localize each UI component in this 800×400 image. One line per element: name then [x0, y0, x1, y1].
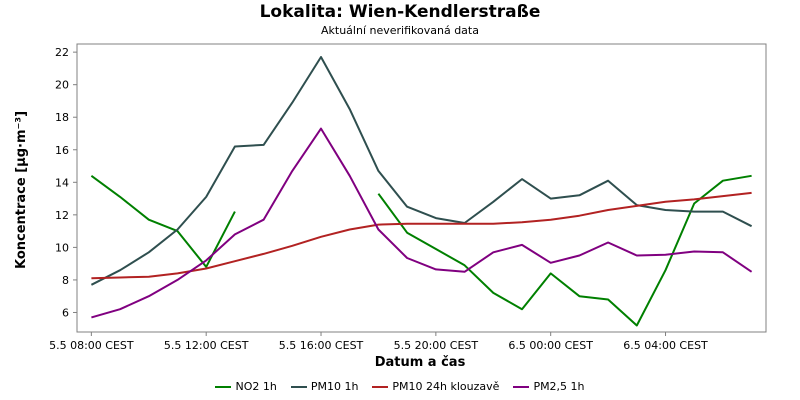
y-axis-label: Koncentrace [µg·m⁻³] [14, 111, 29, 269]
legend-label: PM10 24h klouzavě [392, 380, 500, 393]
legend-item: PM10 24h klouzavě [372, 380, 499, 393]
x-axis-label: Datum a čas [375, 355, 466, 370]
legend-swatch [372, 385, 389, 388]
x-tick-label: 5.5 12:00 CEST [164, 339, 249, 352]
y-tick-label: 6 [62, 306, 69, 319]
chart-subtitle: Aktuální neverifikovaná data [321, 24, 479, 37]
legend-swatch [513, 385, 530, 388]
y-tick-label: 22 [55, 46, 69, 59]
y-tick-label: 18 [55, 111, 69, 124]
x-tick-label: 5.5 16:00 CEST [279, 339, 364, 352]
series-line-pm10-24h-klouzav- [91, 191, 752, 280]
series-line-pm2-5-1h [91, 127, 753, 319]
legend-swatch [290, 385, 307, 388]
legend-label: PM10 1h [310, 380, 359, 393]
legend-label: NO2 1h [235, 380, 277, 393]
y-tick-label: 8 [62, 274, 69, 287]
x-tick-label: 6.5 00:00 CEST [508, 339, 593, 352]
legend-item: PM10 1h [290, 380, 359, 393]
legend-item: PM2,5 1h [513, 380, 585, 393]
plot-area [76, 43, 767, 333]
series-line-no2-1h [90, 174, 752, 327]
legend-swatch [215, 385, 232, 388]
x-tick-label: 6.5 04:00 CEST [623, 339, 708, 352]
y-tick-label: 20 [55, 79, 69, 92]
y-tick-label: 14 [55, 176, 69, 189]
axes: 6 8 10 12 14 16 18 20 22 5.5 08:00 CEST 5.5 12:00 … [49, 43, 767, 352]
y-tick-label: 12 [55, 209, 69, 222]
y-tick-label: 10 [55, 241, 69, 254]
chart-title: Lokalita: Wien-Kendlerstraße [259, 2, 541, 22]
chart-legend: NO2 1h PM10 1h PM10 24h klouzavě PM2,5 1h [0, 380, 800, 393]
legend-label: PM2,5 1h [533, 380, 585, 393]
legend-item: NO2 1h [215, 380, 277, 393]
series-lines [90, 56, 753, 327]
y-tick-label: 16 [55, 144, 69, 157]
x-tick-label: 5.5 08:00 CEST [49, 339, 134, 352]
x-tick-label: 5.5 20:00 CEST [394, 339, 479, 352]
